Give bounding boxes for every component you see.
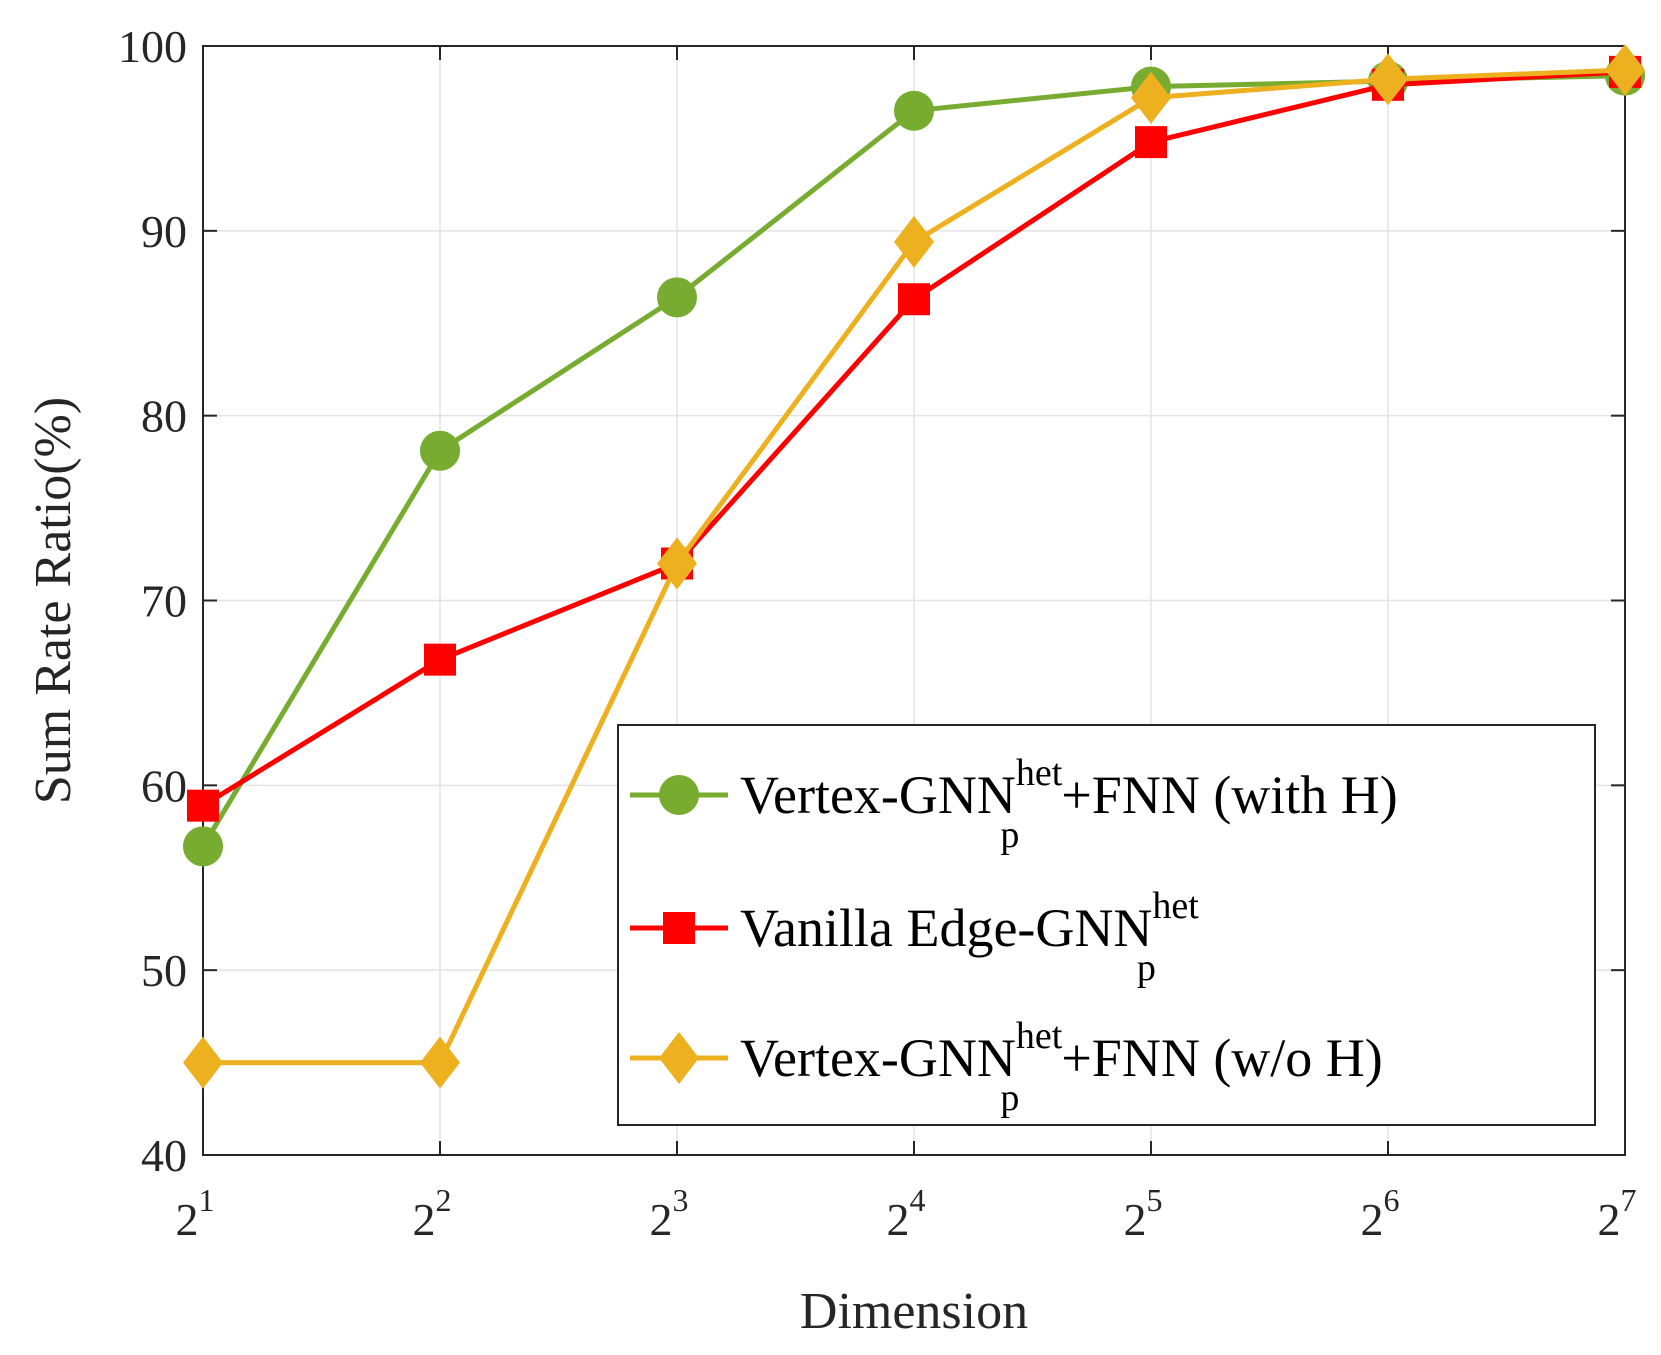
legend-suffix: +FNN (w/o H) [1061, 1028, 1382, 1088]
x-tick-label: 26 [1361, 1182, 1400, 1245]
legend-marker [659, 1032, 699, 1084]
data-point-with-h [657, 277, 697, 318]
x-tick-exponent: 7 [1621, 1182, 1637, 1218]
data-point-with-h [183, 826, 223, 867]
x-tick-base: 2 [1124, 1194, 1147, 1245]
data-point-vanilla-edge [1135, 126, 1167, 159]
data-point-wo-h [1368, 53, 1408, 106]
data-point-wo-h [420, 1036, 460, 1089]
data-point-vanilla-edge [898, 283, 930, 316]
x-tick-label: 27 [1598, 1182, 1637, 1245]
data-point-wo-h [1131, 71, 1171, 124]
data-point-with-h [894, 90, 934, 131]
data-point-vanilla-edge [187, 789, 219, 822]
legend-item-wo-h: Vertex-GNNhet p +FNN (w/o H) [630, 1015, 1383, 1119]
data-point-wo-h [894, 215, 934, 268]
y-tick-label: 80 [141, 391, 187, 442]
y-axis-title: Sum Rate Ratio(%) [25, 397, 82, 804]
x-tick-base: 2 [887, 1194, 910, 1245]
x-tick-exponent: 5 [1147, 1182, 1163, 1218]
legend-marker [659, 775, 699, 815]
y-tick-label: 70 [141, 576, 187, 627]
legend-name: Vertex-GNN [740, 1028, 1016, 1088]
y-tick-label: 90 [141, 206, 187, 257]
x-tick-exponent: 1 [199, 1182, 215, 1218]
legend-suffix: +FNN (with H) [1061, 765, 1397, 825]
legend-label: Vertex-GNNhet p +FNN (with H) [740, 752, 1398, 856]
legend-name: Vanilla Edge-GNN [740, 898, 1152, 958]
x-tick-label: 21 [176, 1182, 215, 1245]
legend-subscript: p [1000, 1077, 1019, 1119]
legend: Vertex-GNNhet p+FNN (with H)Vanilla Edge-… [617, 724, 1596, 1126]
legend-superscript: het [1016, 752, 1063, 794]
x-axis-title: Dimension [800, 1283, 1028, 1340]
x-tick-label: 25 [1124, 1182, 1163, 1245]
data-point-wo-h [657, 537, 697, 590]
y-tick-label: 40 [141, 1130, 187, 1181]
y-tick-label: 60 [141, 760, 187, 811]
x-tick-exponent: 4 [910, 1182, 926, 1218]
legend-subscript: p [1000, 814, 1019, 856]
legend-superscript: het [1152, 885, 1199, 927]
legend-box [617, 724, 1596, 1126]
data-point-vanilla-edge [424, 643, 456, 676]
legend-marker [663, 912, 695, 944]
y-tick-label: 50 [141, 945, 187, 996]
data-point-wo-h [183, 1036, 223, 1089]
x-tick-base: 2 [1598, 1194, 1621, 1245]
x-tick-exponent: 3 [673, 1182, 689, 1218]
x-tick-base: 2 [650, 1194, 673, 1245]
legend-label: Vertex-GNNhet p +FNN (w/o H) [740, 1015, 1383, 1119]
x-tick-exponent: 6 [1384, 1182, 1400, 1218]
x-tick-base: 2 [413, 1194, 436, 1245]
legend-name: Vertex-GNN [740, 765, 1016, 825]
x-tick-label: 24 [887, 1182, 926, 1245]
x-tick-base: 2 [1361, 1194, 1384, 1245]
series-wo-h [183, 44, 1645, 1089]
x-tick-exponent: 2 [436, 1182, 452, 1218]
legend-label: Vanilla Edge-GNNhet p [740, 885, 1199, 989]
series-layer [183, 44, 1645, 1089]
y-tick-label: 100 [118, 21, 187, 72]
x-tick-label: 22 [413, 1182, 452, 1245]
x-tick-base: 2 [176, 1194, 199, 1245]
legend-superscript: het [1016, 1015, 1063, 1057]
legend-item-vanilla-edge: Vanilla Edge-GNNhet p [630, 885, 1199, 989]
data-point-wo-h [1605, 44, 1645, 97]
x-tick-label: 23 [650, 1182, 689, 1245]
data-point-with-h [420, 430, 460, 471]
legend-item-with-h: Vertex-GNNhet p +FNN (with H) [630, 752, 1398, 856]
legend-subscript: p [1137, 947, 1156, 989]
